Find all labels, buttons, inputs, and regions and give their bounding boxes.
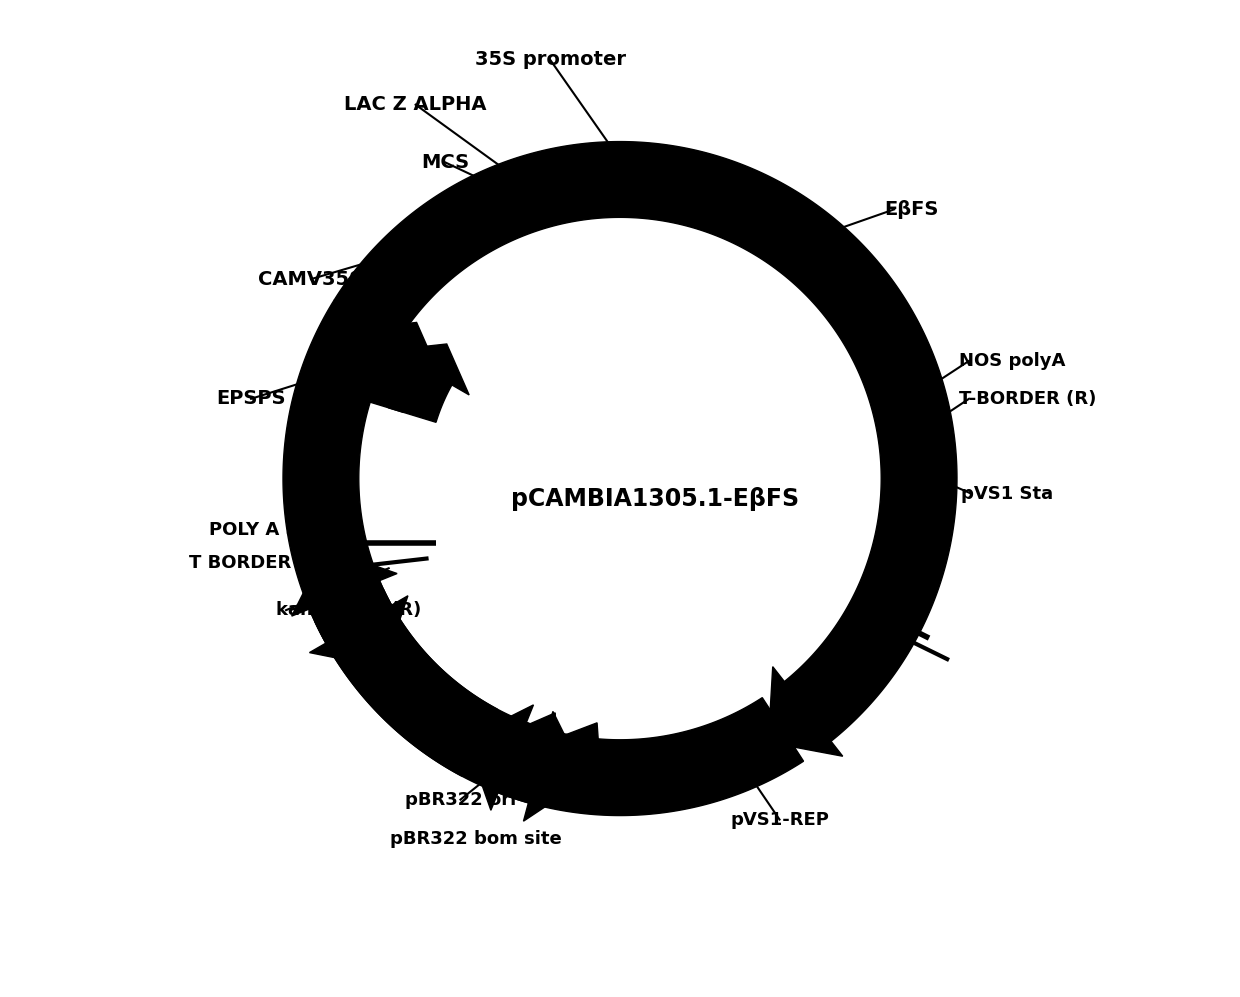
Text: pBR322 ori: pBR322 ori	[404, 791, 516, 809]
Polygon shape	[388, 358, 454, 423]
Text: pVS1 Sta: pVS1 Sta	[961, 485, 1053, 502]
Text: T BORDER (L): T BORDER (L)	[190, 554, 326, 572]
Text: pVS1-REP: pVS1-REP	[730, 811, 830, 829]
Polygon shape	[291, 548, 397, 616]
Polygon shape	[310, 596, 408, 667]
Polygon shape	[510, 713, 557, 775]
Polygon shape	[355, 322, 441, 380]
Text: MCS: MCS	[422, 153, 470, 172]
Text: CAMV35S: CAMV35S	[258, 269, 363, 289]
Polygon shape	[466, 705, 533, 811]
Text: POLY A SITE: POLY A SITE	[210, 521, 330, 539]
Text: EβFS: EβFS	[884, 199, 939, 219]
Text: pCAMBIA1305.1-EβFS: pCAMBIA1305.1-EβFS	[511, 487, 799, 510]
Polygon shape	[350, 337, 424, 413]
Polygon shape	[308, 576, 497, 776]
Polygon shape	[392, 344, 469, 395]
Polygon shape	[315, 589, 552, 804]
Polygon shape	[523, 712, 587, 822]
Text: LAC Z ALPHA: LAC Z ALPHA	[345, 95, 487, 115]
Text: T-BORDER (R): T-BORDER (R)	[959, 390, 1096, 408]
Text: kanamycin (R): kanamycin (R)	[277, 601, 422, 619]
Text: NOS polyA: NOS polyA	[959, 352, 1065, 370]
Text: EPSPS: EPSPS	[216, 389, 286, 409]
Polygon shape	[283, 300, 398, 647]
Polygon shape	[769, 667, 843, 757]
Text: pBR322 bom site: pBR322 bom site	[389, 831, 562, 848]
Polygon shape	[554, 723, 600, 780]
Text: 35S promoter: 35S promoter	[475, 50, 626, 70]
Polygon shape	[494, 698, 804, 816]
Polygon shape	[335, 142, 957, 744]
